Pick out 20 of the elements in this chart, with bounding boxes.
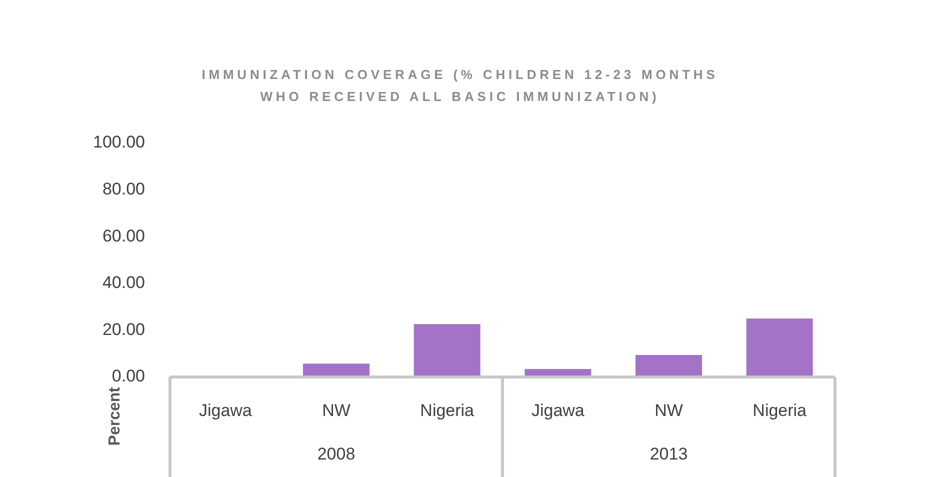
bar: [303, 364, 370, 377]
x-tick-label: Jigawa: [531, 400, 585, 420]
x-tick-label: NW: [654, 400, 683, 420]
text: 2008: [317, 444, 356, 464]
text: 2013: [650, 444, 688, 464]
y-tick-label: 40.00: [102, 273, 145, 292]
y-axis-title: Percent: [106, 386, 124, 446]
y-tick-label: 60.00: [102, 226, 145, 246]
y-tick-label: 100.00: [93, 132, 145, 152]
y-tick-label: 0.00: [112, 366, 145, 386]
bar: [414, 324, 480, 377]
x-tick-label: Nigeria: [420, 400, 475, 420]
bar: [636, 355, 702, 377]
x-tick-label: NW: [322, 400, 350, 420]
y-tick-label: 80.00: [102, 179, 145, 198]
chart-title: IMMUNIZATION COVERAGE (% CHILDREN 12-23 MONTHS WHO RECEIVED ALL BASIC IMMUNIZATION): [200, 66, 720, 106]
bar: [746, 318, 813, 377]
x-tick-label: Jigawa: [198, 400, 252, 420]
y-tick-label: 20.00: [102, 320, 145, 339]
x-tick-label: Nigeria: [752, 400, 808, 420]
